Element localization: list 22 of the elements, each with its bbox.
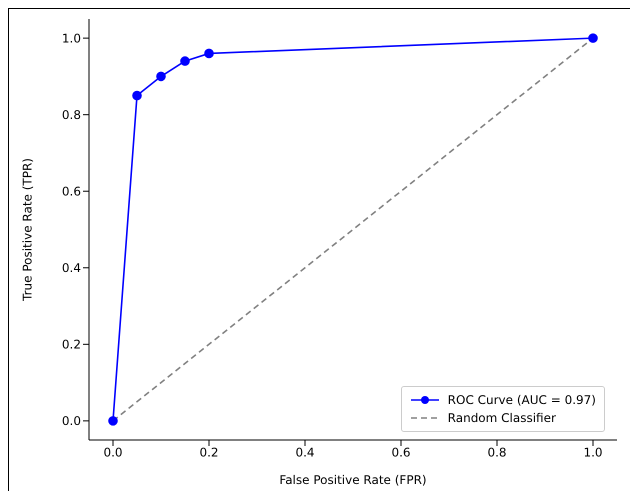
x-tick-label: 0.8	[487, 446, 507, 460]
x-tick-label: 0.6	[391, 446, 411, 460]
point	[156, 72, 166, 82]
legend-label: Random Classifier	[448, 410, 556, 427]
y-tick-label: 0.2	[62, 338, 81, 352]
y-tick-label: 0.6	[62, 184, 81, 198]
y-tick-label: 0.4	[62, 261, 81, 276]
x-tick-label: 0.4	[295, 446, 315, 460]
x-tick-label: 0.0	[103, 446, 123, 460]
point	[588, 33, 598, 43]
x-tick-label: 1.0	[583, 446, 603, 460]
y-tick-label: 0.8	[62, 108, 81, 122]
y-tick-label: 1.0	[62, 31, 81, 46]
point	[132, 90, 142, 100]
x-axis-title: False Positive Rate (FPR)	[279, 473, 427, 487]
point	[180, 56, 190, 66]
y-tick-label: 0.0	[62, 414, 81, 428]
x-tick-label: 0.2	[199, 446, 219, 460]
point	[108, 416, 118, 426]
y-axis-title: True Positive Rate (TPR)	[20, 158, 34, 302]
legend-label: ROC Curve (AUC = 0.97)	[448, 392, 596, 409]
point	[204, 48, 214, 58]
